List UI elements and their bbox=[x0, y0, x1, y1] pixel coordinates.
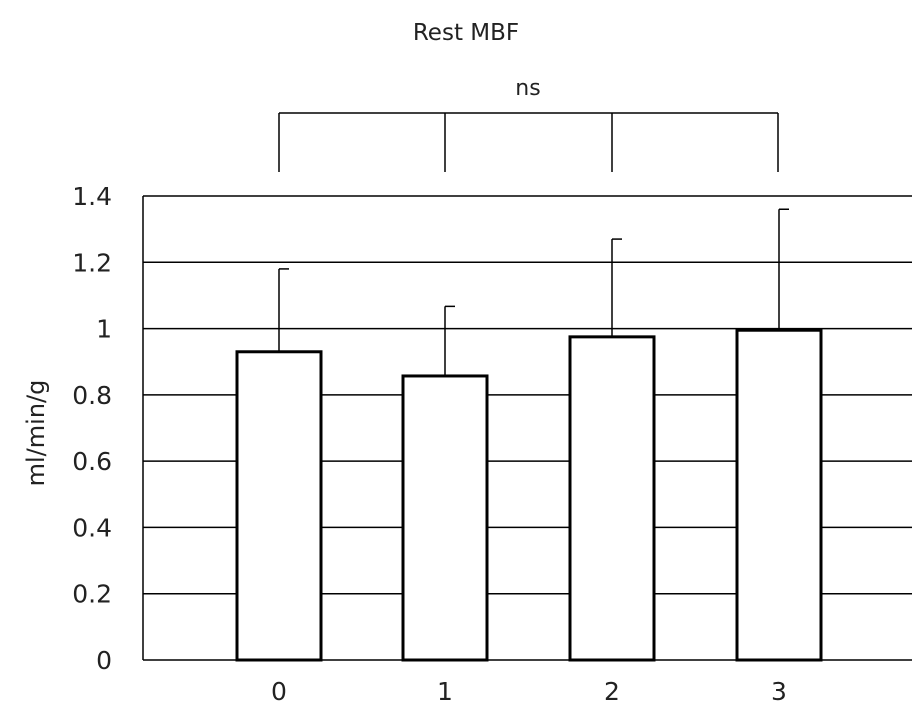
x-tick-labels: 0 1 2 3 bbox=[271, 677, 787, 706]
x-tick-label: 1 bbox=[437, 677, 453, 706]
error-bars bbox=[278, 208, 789, 376]
x-tick-label: 2 bbox=[604, 677, 620, 706]
significance-bracket bbox=[278, 112, 779, 172]
y-tick-label: 0.6 bbox=[72, 447, 112, 476]
bars bbox=[235, 328, 823, 662]
x-tick-label: 0 bbox=[271, 677, 287, 706]
y-tick-label: 0.4 bbox=[72, 513, 112, 542]
chart-title: Rest MBF bbox=[413, 20, 519, 46]
y-tick-label: 1.4 bbox=[72, 182, 112, 211]
y-tick-label: 0 bbox=[96, 646, 112, 675]
bar bbox=[235, 350, 323, 662]
y-tick-label: 1 bbox=[96, 315, 112, 344]
bar bbox=[401, 374, 489, 662]
y-tick-label: 0.8 bbox=[72, 381, 112, 410]
y-tick-label: 1.2 bbox=[72, 248, 112, 277]
x-tick-label: 3 bbox=[771, 677, 787, 706]
bar bbox=[568, 335, 656, 662]
bar bbox=[735, 328, 823, 662]
y-tick-label: 0.2 bbox=[72, 580, 112, 609]
y-axis-label: ml/min/g bbox=[22, 380, 50, 487]
significance-label: ns bbox=[515, 76, 540, 101]
y-tick-labels: 0 0.2 0.4 0.6 0.8 1 1.2 1.4 bbox=[72, 182, 112, 675]
